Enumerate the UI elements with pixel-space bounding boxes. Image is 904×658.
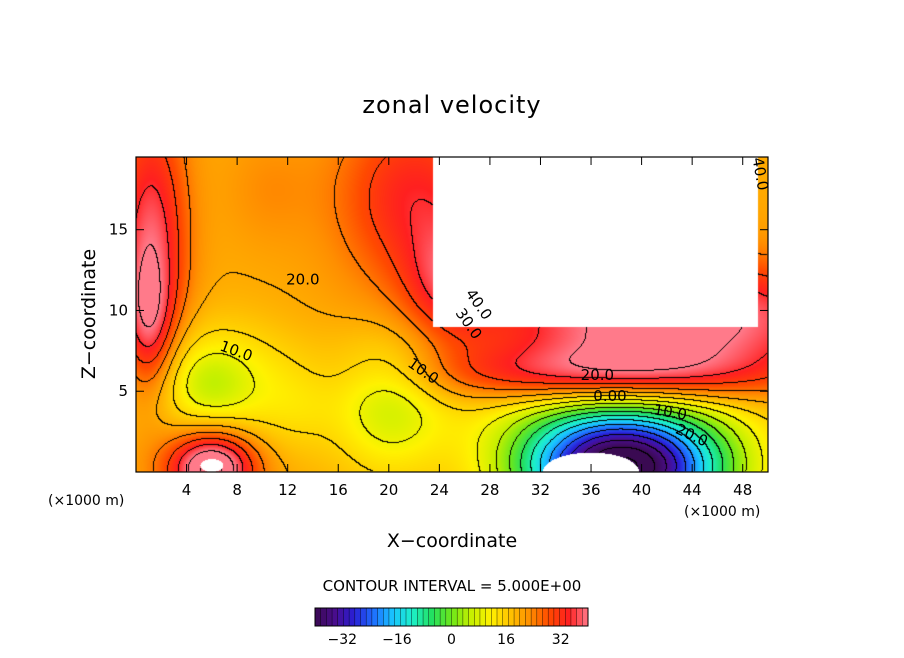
colorbar-swatch	[326, 608, 333, 626]
contour-label: 20.0	[286, 271, 319, 289]
colorbar-swatch	[457, 608, 464, 626]
x-axis-label: X−coordinate	[387, 530, 517, 552]
colorbar-swatch	[354, 608, 361, 626]
colorbar-swatch	[485, 608, 492, 626]
colorbar-swatch	[428, 608, 435, 626]
x-tick-label: 24	[430, 481, 449, 499]
colorbar-swatch	[332, 608, 339, 626]
x-tick-label: 16	[329, 481, 348, 499]
x-tick-label: 48	[733, 481, 752, 499]
x-tick-label: 44	[683, 481, 702, 499]
y-tick-label: 15	[109, 221, 128, 239]
contour-label: 0.00	[593, 387, 626, 405]
colorbar-swatch	[508, 608, 515, 626]
colorbar-swatch	[423, 608, 430, 626]
colorbar-swatch	[371, 608, 379, 626]
velocity-field	[136, 157, 768, 472]
colorbar-swatch	[502, 608, 509, 626]
colorbar-tick-label: 32	[552, 632, 570, 648]
colorbar-tick-label: 16	[497, 632, 515, 648]
colorbar-swatch	[519, 608, 526, 626]
colorbar-swatch	[411, 608, 418, 626]
colorbar-swatch	[400, 608, 407, 626]
colorbar-swatch	[417, 608, 424, 626]
plot-frame	[135, 156, 769, 473]
x-tick-label: 36	[581, 481, 600, 499]
chart-title: zonal velocity	[362, 91, 541, 119]
contour-label: 10.0	[652, 400, 688, 424]
colorbar-swatch	[394, 608, 401, 626]
contour-label: 20.0	[581, 366, 614, 384]
x-tick-label: 8	[232, 481, 242, 499]
colorbar-swatch	[525, 608, 532, 626]
colorbar-swatch	[479, 608, 487, 626]
y-tick-label: 10	[109, 301, 128, 319]
x-axis-ticks: 4 8 12 16 20 24 28 32 36 40 44 48	[182, 157, 752, 499]
colorbar-swatch	[320, 608, 327, 626]
colorbar-tick-label: 0	[447, 632, 456, 648]
colorbar-swatch	[491, 608, 498, 626]
colorbar-tick-label: −16	[382, 632, 412, 648]
colorbar-swatch	[553, 608, 561, 626]
colorbar-swatch	[497, 608, 504, 626]
x-tick-label: 32	[531, 481, 550, 499]
x-origin-unit-label: (×1000 m)	[48, 493, 124, 509]
colorbar: −32 −16 0 16 32	[314, 607, 589, 648]
y-axis-label: Z−coordinate	[78, 249, 100, 379]
colorbar-swatch	[337, 608, 344, 626]
colorbar-tick-label: −32	[328, 632, 358, 648]
colorbar-frame	[314, 607, 589, 627]
colorbar-swatch	[440, 608, 447, 626]
x-tick-label: 4	[182, 481, 192, 499]
colorbar-swatch	[565, 608, 572, 626]
colorbar-swatch	[360, 608, 367, 626]
colorbar-swatch	[445, 608, 452, 626]
colorbar-swatch	[366, 608, 373, 626]
colorbar-swatch	[349, 608, 356, 626]
x-tick-label: 28	[480, 481, 499, 499]
colorbar-swatch	[474, 608, 481, 626]
colorbar-swatch	[531, 608, 538, 626]
contour-label: 40.0	[749, 156, 773, 192]
colorbar-swatch	[434, 608, 441, 626]
y-axis-ticks: 5 10 15	[109, 221, 768, 400]
colorbar-swatch	[388, 608, 396, 626]
colorbar-swatch	[462, 608, 470, 626]
y-tick-label: 5	[118, 382, 128, 400]
colorbar-swatch	[406, 608, 413, 626]
x-tick-label: 20	[379, 481, 398, 499]
colorbar-swatch	[548, 608, 555, 626]
colorbar-swatch	[570, 608, 578, 626]
colorbar-swatch	[343, 608, 350, 626]
colorbar-swatch	[377, 608, 384, 626]
colorbar-swatch	[536, 608, 543, 626]
colorbar-swatch	[468, 608, 475, 626]
colorbar-swatch	[514, 608, 521, 626]
colorbar-swatch	[576, 608, 583, 626]
colorbar-swatch	[542, 608, 549, 626]
colorbar-swatch	[383, 608, 390, 626]
colorbar-swatch	[559, 608, 566, 626]
x-tick-label: 40	[632, 481, 651, 499]
colorbar-swatch	[315, 608, 322, 626]
x-axis-unit-label: (×1000 m)	[684, 504, 760, 520]
contour-interval-label: CONTOUR INTERVAL = 5.000E+00	[323, 577, 582, 595]
colorbar-swatch	[582, 608, 589, 626]
x-tick-label: 12	[278, 481, 297, 499]
velocity-field-raster	[136, 157, 768, 472]
colorbar-swatch	[451, 608, 458, 626]
